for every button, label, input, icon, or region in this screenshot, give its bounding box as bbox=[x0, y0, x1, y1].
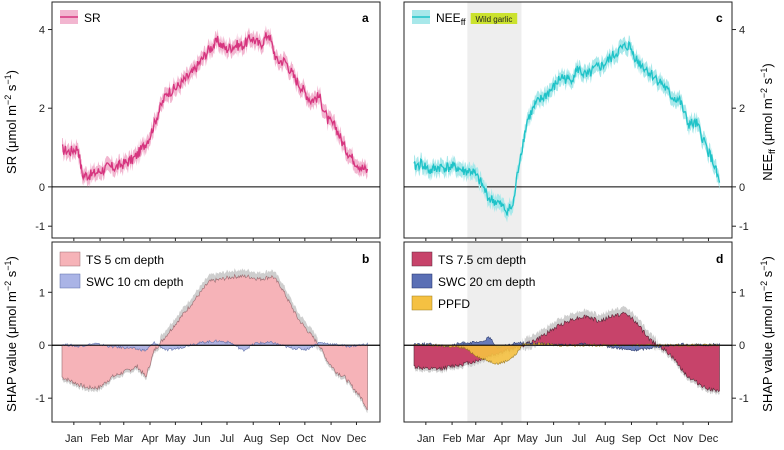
x-tick-label-d-feb: Feb bbox=[443, 433, 462, 445]
y-tick-label-d: 1 bbox=[739, 287, 745, 299]
x-tick-label-d-jan: Jan bbox=[417, 433, 435, 445]
y-tick-label-b: 0 bbox=[39, 340, 45, 352]
x-tick-label-d-apr: Apr bbox=[493, 433, 510, 445]
legend-swatch-d-1 bbox=[411, 273, 433, 289]
x-tick-label-b-sep: Sep bbox=[270, 433, 290, 445]
uncertainty-band-c bbox=[414, 35, 720, 223]
x-tick-label-d-oct: Oct bbox=[648, 433, 665, 445]
legend-label-sr: SR bbox=[84, 11, 101, 25]
x-tick-label-b-jan: Jan bbox=[65, 433, 83, 445]
legend-label-swc-10-cm-depth: SWC 10 cm depth bbox=[86, 275, 183, 289]
x-tick-label-d-jun: Jun bbox=[545, 433, 563, 445]
x-tick-label-b-jun: Jun bbox=[193, 433, 211, 445]
panel-letter-d: d bbox=[716, 252, 723, 266]
series-line-nee-ff bbox=[413, 40, 721, 216]
y-tick-label-d: -1 bbox=[739, 393, 749, 405]
uncertainty-band-a bbox=[62, 25, 368, 188]
panel-c-frame bbox=[403, 1, 733, 239]
y-tick-label-a: 4 bbox=[39, 25, 45, 37]
garlic-period-shade-c bbox=[467, 2, 522, 238]
right-top-axis-label: NEEff (μmol m−2 s−1) bbox=[759, 63, 777, 180]
x-tick-label-d-dec: Dec bbox=[699, 433, 719, 445]
legend-swatch-d-2 bbox=[411, 295, 433, 311]
panel-letter-b: b bbox=[362, 252, 369, 266]
y-tick-label-a: -1 bbox=[35, 221, 45, 233]
legend-swatch-b-0 bbox=[59, 251, 81, 267]
legend-label-nee-sub: ff bbox=[461, 17, 466, 27]
y-tick-label-d: 0 bbox=[739, 340, 745, 352]
series-area-ts-7-5-cm-depth bbox=[413, 311, 720, 393]
x-tick-label-d-mar: Mar bbox=[466, 433, 485, 445]
legend-swatch-b-1 bbox=[59, 273, 81, 289]
wild-garlic-label: Wild garlic bbox=[476, 15, 513, 24]
x-tick-label-b-apr: Apr bbox=[141, 433, 158, 445]
x-tick-label-b-aug: Aug bbox=[243, 433, 263, 445]
x-tick-label-d-jul: Jul bbox=[572, 433, 586, 445]
series-line-sr bbox=[61, 32, 369, 182]
chart-marks: -1 0 2 4 SR -1 0 1 Jan Feb Mar Apr May Jun Jul Aug Sep Oc… bbox=[35, 2, 749, 445]
x-tick-label-b-dec: Dec bbox=[347, 433, 367, 445]
wild-garlic-box bbox=[470, 13, 518, 24]
x-tick-label-d-nov: Nov bbox=[673, 433, 693, 445]
x-tick-label-b-jul: Jul bbox=[220, 433, 234, 445]
right-bottom-axis-label: SHAP value (μmol m−2 s−1) bbox=[759, 256, 775, 412]
legend-label-ts-5-cm-depth: TS 5 cm depth bbox=[86, 253, 164, 267]
y-tick-label-b: 1 bbox=[39, 287, 45, 299]
legend-label-nee: NEEff bbox=[436, 11, 466, 27]
panel-letter-a: a bbox=[362, 11, 369, 25]
left-top-axis-label: SR (μmol m−2 s−1) bbox=[3, 70, 19, 174]
y-tick-label-c: 0 bbox=[739, 182, 745, 194]
legend-swatch-d-0 bbox=[411, 251, 433, 267]
x-tick-label-b-feb: Feb bbox=[91, 433, 110, 445]
x-tick-label-b-oct: Oct bbox=[296, 433, 313, 445]
y-tick-label-c: -1 bbox=[739, 221, 749, 233]
legend-label-swc-20-cm-depth: SWC 20 cm depth bbox=[438, 275, 535, 289]
y-tick-label-c: 2 bbox=[739, 103, 745, 115]
x-tick-label-d-sep: Sep bbox=[622, 433, 642, 445]
left-bottom-axis-label: SHAP value (μmol m−2 s−1) bbox=[3, 256, 19, 412]
x-tick-label-b-may: May bbox=[165, 433, 186, 445]
x-tick-label-d-may: May bbox=[517, 433, 538, 445]
legend-label-ts-7-5-cm-depth: TS 7.5 cm depth bbox=[438, 253, 526, 267]
legend-label-ppfd: PPFD bbox=[438, 297, 470, 311]
y-tick-label-b: -1 bbox=[35, 393, 45, 405]
series-area-swc-10-cm-depth bbox=[61, 339, 368, 352]
x-tick-label-d-aug: Aug bbox=[595, 433, 615, 445]
y-tick-label-a: 2 bbox=[39, 103, 45, 115]
y-tick-label-a: 0 bbox=[39, 182, 45, 194]
error-band-d bbox=[414, 305, 720, 396]
panel-letter-c: c bbox=[716, 11, 723, 25]
x-tick-label-b-mar: Mar bbox=[114, 433, 133, 445]
y-tick-label-c: 4 bbox=[739, 25, 745, 37]
x-tick-label-b-nov: Nov bbox=[321, 433, 341, 445]
garlic-period-shade-d bbox=[467, 242, 522, 422]
